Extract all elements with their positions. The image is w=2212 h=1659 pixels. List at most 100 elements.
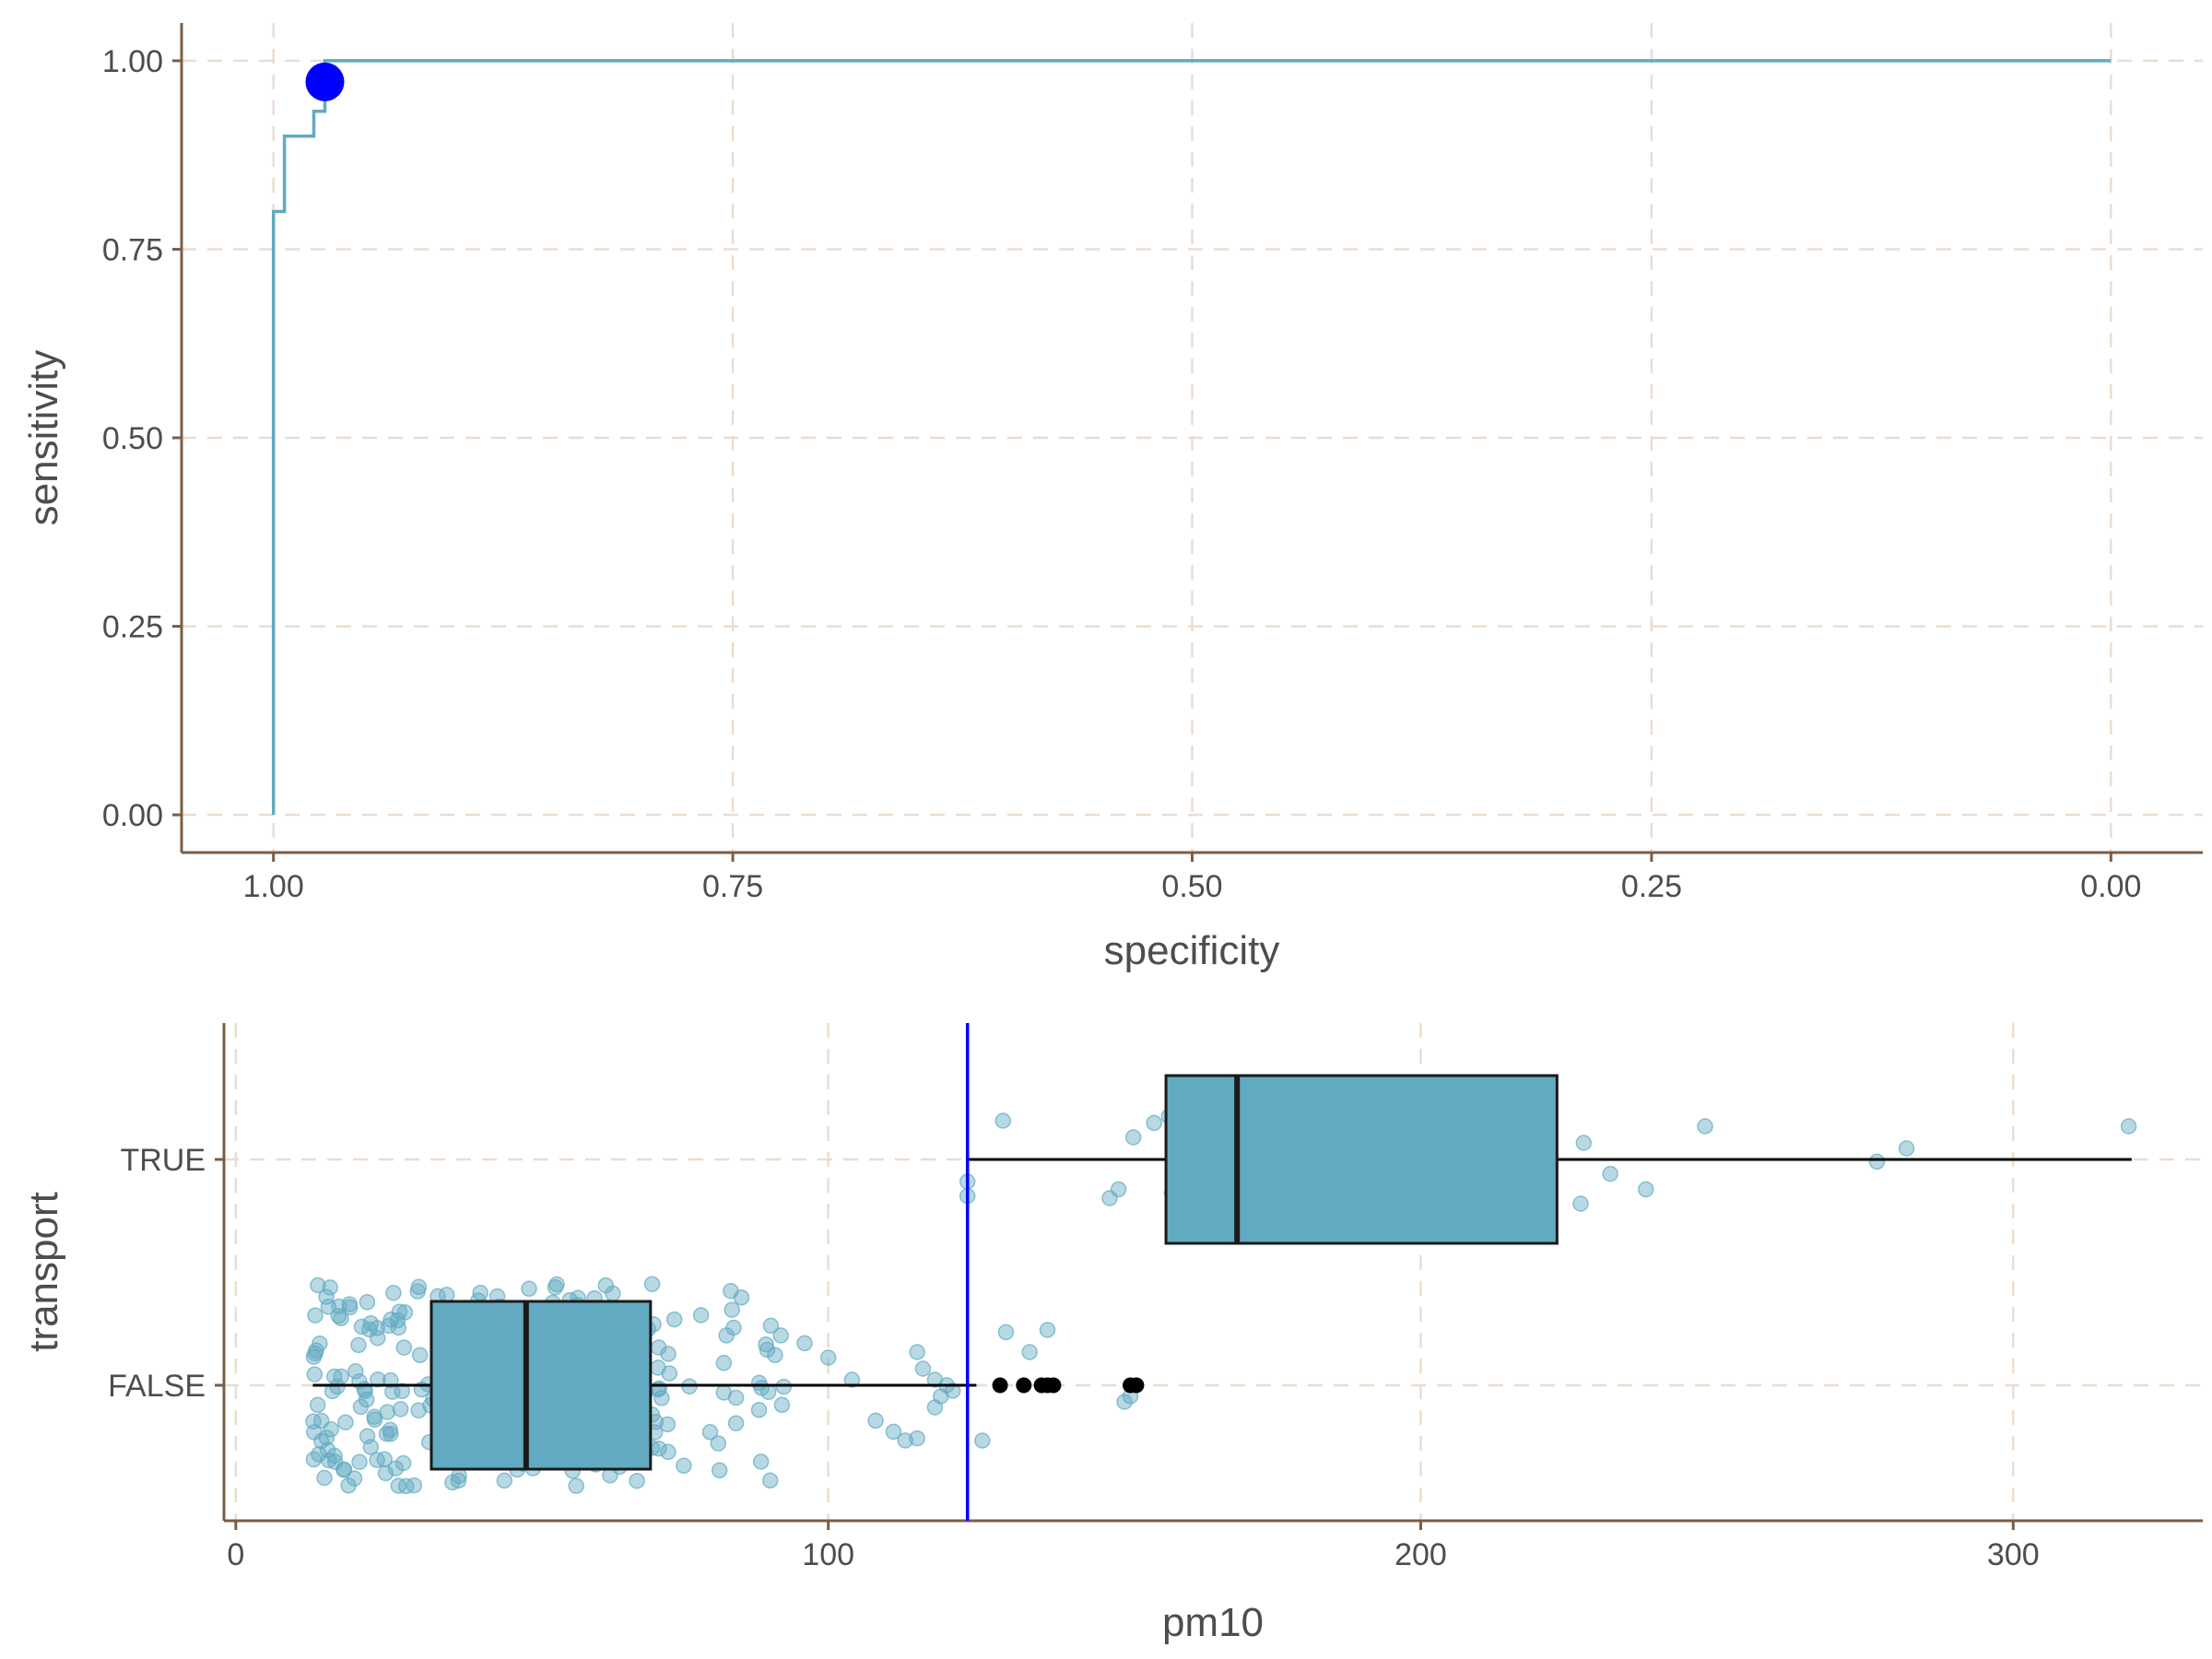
jitter-point-false — [335, 1461, 352, 1478]
jitter-point-true — [1575, 1135, 1593, 1151]
jitter-point-false — [775, 1378, 793, 1395]
jitter-point-false — [309, 1396, 326, 1414]
jitter-point-false — [340, 1477, 357, 1494]
jitter-point-false — [843, 1371, 861, 1388]
jitter-point-false — [337, 1414, 354, 1430]
jitter-point-false — [659, 1416, 677, 1433]
jitter-point-false — [341, 1296, 359, 1312]
jitter-point-false — [665, 1311, 683, 1328]
roc-x-axis-title: specificity — [1104, 928, 1280, 973]
jitter-point-false — [377, 1465, 394, 1482]
jitter-point-false — [651, 1440, 667, 1457]
jitter-point-false — [772, 1327, 789, 1344]
box-x-tick-label: 0 — [227, 1537, 244, 1572]
jitter-point-true — [994, 1112, 1012, 1129]
box-y-tick-label: FALSE — [108, 1369, 206, 1404]
jitter-point-false — [318, 1288, 335, 1305]
jitter-point-true — [1898, 1140, 1915, 1157]
jitter-point-false — [316, 1469, 333, 1487]
jitter-point-false — [411, 1347, 429, 1364]
jitter-point-false — [382, 1312, 399, 1328]
jitter-point-false — [819, 1349, 837, 1366]
jitter-point-false — [392, 1401, 409, 1418]
jitter-point-false — [347, 1363, 364, 1380]
jitter-point-false — [727, 1415, 745, 1431]
jitter-point-false — [333, 1310, 349, 1327]
jitter-point-false — [319, 1441, 336, 1459]
jitter-point-false — [724, 1301, 740, 1318]
jitter-point-false — [352, 1398, 370, 1416]
jitter-point-false — [333, 1368, 349, 1385]
roc-y-tick-label: 0.50 — [102, 421, 163, 456]
jitter-point-false — [660, 1346, 677, 1362]
jitter-point-false — [909, 1344, 925, 1360]
jitter-point-false — [750, 1402, 768, 1418]
box-y-tick-label: TRUE — [120, 1143, 206, 1178]
jitter-point-false — [758, 1335, 774, 1353]
jitter-point-true — [1146, 1114, 1162, 1132]
jitter-point-false — [496, 1472, 513, 1489]
jitter-point-true — [1602, 1165, 1618, 1182]
jitter-point-false — [867, 1412, 884, 1430]
jitter-point-false — [351, 1453, 368, 1470]
outlier-false — [1128, 1377, 1145, 1394]
box-boxes-layer — [312, 1074, 2132, 1471]
jitter-point-true — [1868, 1153, 1886, 1171]
jitter-point-false — [376, 1451, 393, 1468]
jitter-point-false — [450, 1472, 467, 1489]
roc-y-tick-label: 0.25 — [102, 610, 163, 645]
jitter-point-false — [366, 1408, 382, 1426]
roc-y-axis-title: sensitivity — [21, 350, 66, 526]
jitter-point-false — [629, 1472, 645, 1489]
jitter-point-false — [547, 1278, 564, 1296]
jitter-point-true — [1101, 1190, 1118, 1206]
jitter-point-false — [727, 1389, 745, 1406]
roc-x-tick-label: 0.00 — [2080, 869, 2141, 904]
jitter-point-false — [676, 1457, 692, 1475]
jitter-point-false — [796, 1335, 813, 1352]
jitter-point-false — [362, 1439, 380, 1455]
jitter-point-false — [312, 1432, 330, 1450]
roc-x-tick-label: 1.00 — [243, 869, 304, 904]
jitter-point-false — [885, 1423, 902, 1441]
jitter-point-false — [387, 1460, 405, 1477]
jitter-point-false — [651, 1380, 668, 1397]
jitter-point-false — [767, 1347, 783, 1364]
jitter-point-true — [1572, 1195, 1589, 1212]
jitter-point-false — [710, 1435, 727, 1452]
jitter-point-false — [773, 1396, 791, 1414]
jitter-point-false — [409, 1283, 426, 1300]
outlier-false — [1016, 1377, 1032, 1394]
jitter-point-false — [711, 1462, 728, 1479]
jitter-point-false — [897, 1432, 913, 1449]
jitter-point-true — [1124, 1129, 1142, 1146]
box-x-tick-label: 300 — [1987, 1537, 2040, 1572]
roc-point-layer — [305, 62, 345, 101]
jitter-point-false — [750, 1374, 768, 1392]
jitter-point-false — [643, 1276, 661, 1292]
jitter-point-false — [725, 1319, 742, 1336]
jitter-point-false — [310, 1277, 326, 1294]
jitter-point-false — [759, 1341, 776, 1359]
jitter-point-false — [974, 1432, 991, 1449]
roc-panel: 1.00 0.75 0.50 0.25 0.000.000.250.500.751.00… — [21, 23, 2203, 973]
jitter-point-false — [361, 1321, 378, 1338]
jitter-point-false — [323, 1421, 339, 1438]
jitter-point-false — [605, 1285, 621, 1302]
roc-ticks: 1.00 0.75 0.50 0.25 0.00 0.00 0.25 0.50 0.75 1.00 — [102, 44, 2142, 904]
box-true — [1164, 1074, 1559, 1245]
jitter-point-false — [752, 1453, 770, 1470]
jitter-point-false — [914, 1360, 932, 1377]
jitter-point-false — [305, 1451, 323, 1468]
outlier-false — [992, 1377, 1008, 1394]
roc-x-tick-label: 0.75 — [702, 869, 763, 904]
jitter-point-false — [944, 1382, 961, 1399]
jitter-point-false — [521, 1280, 537, 1298]
roc-y-tick-label: 0.75 — [102, 232, 163, 267]
jitter-point-true — [2120, 1118, 2137, 1135]
jitter-point-false — [322, 1279, 338, 1296]
jitter-point-false — [715, 1355, 733, 1371]
jitter-point-false — [306, 1366, 324, 1382]
jitter-point-false — [909, 1430, 925, 1447]
